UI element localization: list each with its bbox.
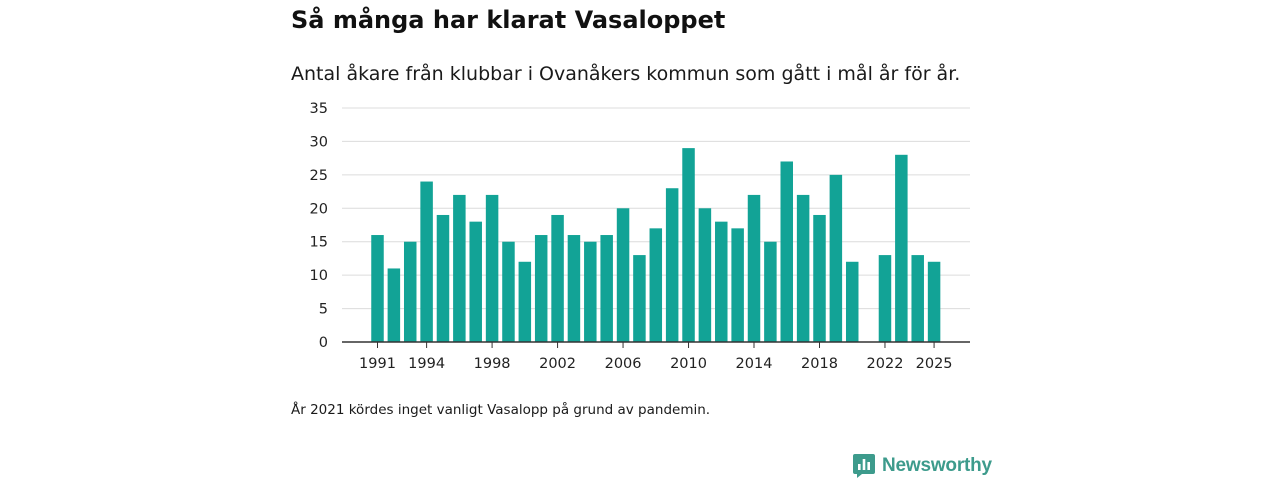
bar-2017 xyxy=(796,194,810,342)
y-tick-label: 15 xyxy=(310,235,328,251)
bar-2001 xyxy=(534,235,548,342)
chart-subtitle: Antal åkare från klubbar i Ovanåkers kom… xyxy=(291,63,961,85)
footnote: År 2021 kördes inget vanligt Vasalopp på… xyxy=(291,402,711,418)
bar-2013 xyxy=(731,228,744,342)
bar-2015 xyxy=(764,241,777,342)
x-axis-ticks: 1991 1994 1998 2002 2006 2010 2014 2018 2022 2025 xyxy=(359,342,953,372)
bar-1995 xyxy=(436,214,450,342)
bar-2003 xyxy=(567,235,581,342)
x-tick-label: 1998 xyxy=(474,356,511,372)
bar-1994 xyxy=(420,181,433,342)
x-tick-label: 2014 xyxy=(736,356,773,372)
x-tick-label: 2018 xyxy=(801,356,838,372)
bar-2004 xyxy=(584,241,597,342)
bar-1991 xyxy=(371,235,384,342)
bar-2002 xyxy=(551,214,564,342)
bar-1997 xyxy=(469,221,482,342)
bar-2023 xyxy=(895,154,908,342)
bar-2008 xyxy=(649,228,663,342)
bar-2019 xyxy=(829,174,843,342)
bar-2009 xyxy=(665,188,679,342)
bar-1998 xyxy=(485,194,499,342)
newsworthy-logo-icon xyxy=(853,454,875,478)
x-tick-label: 1994 xyxy=(408,356,445,372)
chart-title: Så många har klarat Vasaloppet xyxy=(291,6,726,34)
bar-2018 xyxy=(813,214,826,342)
x-tick-label: 2006 xyxy=(605,356,642,372)
bar-2020 xyxy=(845,261,859,342)
y-tick-label: 25 xyxy=(310,168,328,184)
bar-2006 xyxy=(616,208,630,342)
newsworthy-logo[interactable]: Newsworthy xyxy=(852,453,992,479)
bar-1999 xyxy=(502,241,515,342)
bar-2012 xyxy=(715,221,728,342)
y-tick-label: 5 xyxy=(319,302,328,318)
x-tick-label: 1991 xyxy=(359,356,396,372)
y-tick-label: 35 xyxy=(310,101,328,117)
bar-2011 xyxy=(698,208,712,342)
bar-2022 xyxy=(878,255,892,342)
y-tick-label: 20 xyxy=(310,201,328,217)
y-tick-label: 30 xyxy=(310,134,328,150)
bar-1993 xyxy=(403,241,417,342)
x-tick-label: 2025 xyxy=(916,356,953,372)
bar-2014 xyxy=(747,194,761,342)
bars xyxy=(371,148,941,342)
y-axis-ticks: 0 5 10 15 20 25 30 35 xyxy=(310,101,328,351)
x-tick-label: 2022 xyxy=(867,356,904,372)
bar-2007 xyxy=(633,255,646,342)
bar-1992 xyxy=(387,268,401,342)
bar-2025 xyxy=(927,261,941,342)
bar-2000 xyxy=(518,261,532,342)
bar-2005 xyxy=(600,235,613,342)
bar-1996 xyxy=(453,194,466,342)
y-tick-label: 10 xyxy=(310,268,328,284)
x-tick-label: 2002 xyxy=(539,356,576,372)
brand-name: Newsworthy xyxy=(882,455,992,476)
bar-2024 xyxy=(911,255,924,342)
x-tick-label: 2010 xyxy=(670,356,707,372)
bar-2010 xyxy=(682,148,695,342)
bar-2016 xyxy=(780,161,793,342)
y-tick-label: 0 xyxy=(319,335,328,351)
